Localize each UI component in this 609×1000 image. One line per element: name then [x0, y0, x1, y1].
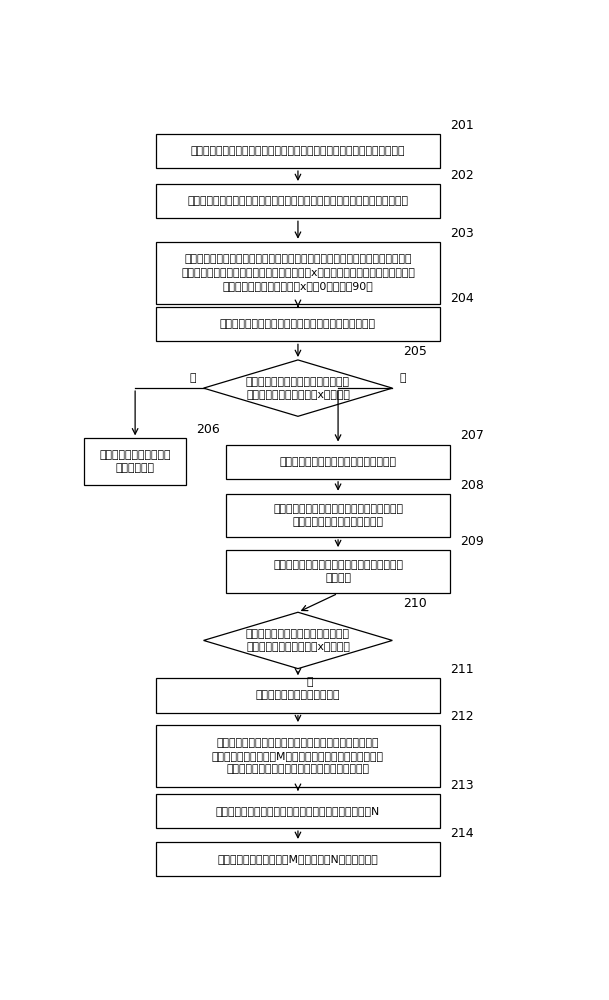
Bar [157, 725, 440, 787]
Polygon shape [203, 612, 392, 669]
Text: 扫地机器人调整位于扫地机器人上的激光测距传感器的激光的发射方向，使激光
的发射方向与地面之间的夹角的值为第一角度x，且使激光与第一距离对应的线段
处于同一平面内: 扫地机器人调整位于扫地机器人上的激光测距传感器的激光的发射方向，使激光 的发射方… [181, 254, 415, 291]
Text: 211: 211 [450, 663, 474, 676]
Bar [157, 678, 440, 713]
Bar [157, 842, 440, 876]
Text: 203: 203 [450, 227, 474, 240]
Text: 扫地机器人确定后退后扫地机器人与障碍物靠
近扫地机器人的一面的第三距离: 扫地机器人确定后退后扫地机器人与障碍物靠 近扫地机器人的一面的第三距离 [273, 504, 403, 527]
Text: 扫地机器人根据水平距离M和水平距离N绘制室内地图: 扫地机器人根据水平距离M和水平距离N绘制室内地图 [217, 854, 378, 864]
Text: 210: 210 [403, 597, 426, 610]
Text: 扫地机器人判断第一距离与第二距离
的比值是否等于第一角度x的余弦值: 扫地机器人判断第一距离与第二距离 的比值是否等于第一角度x的余弦值 [246, 377, 350, 400]
Text: 扫地机器人确定障碍物为墙体: 扫地机器人确定障碍物为墙体 [256, 690, 340, 700]
Text: 扫地机器人确定扫地机器人与目标墙面之间的水平距离N: 扫地机器人确定扫地机器人与目标墙面之间的水平距离N [216, 806, 380, 816]
Text: 扫地机器人采用激光测距传感器进行测距得到
第四距离: 扫地机器人采用激光测距传感器进行测距得到 第四距离 [273, 560, 403, 583]
Text: 否: 否 [190, 373, 197, 383]
Text: 206: 206 [196, 423, 220, 436]
Text: 205: 205 [403, 345, 427, 358]
Text: 209: 209 [460, 535, 484, 548]
Bar [157, 307, 440, 341]
Bar [226, 550, 450, 593]
Polygon shape [203, 360, 392, 416]
Text: 214: 214 [450, 827, 474, 840]
Text: 扫地机器人判断第三距离与第四距离
的比值是否等于第一角度x的余弦值: 扫地机器人判断第三距离与第四距离 的比值是否等于第一角度x的余弦值 [246, 629, 350, 652]
Text: 扫地机器人确定障碍物为
非墙体障碍物: 扫地机器人确定障碍物为 非墙体障碍物 [99, 450, 171, 473]
Bar [226, 494, 450, 537]
Text: 207: 207 [460, 429, 484, 442]
Text: 扫地机器人确定后退后扫地机器人与障碍物靠近扫地机器人的一面的第一距离: 扫地机器人确定后退后扫地机器人与障碍物靠近扫地机器人的一面的第一距离 [188, 196, 409, 206]
Bar [85, 438, 186, 485]
Bar [157, 134, 440, 168]
Bar [226, 444, 450, 479]
Bar [157, 242, 440, 304]
Text: 212: 212 [450, 710, 474, 723]
Bar [157, 794, 440, 828]
Text: 扫地机器人沿远离障碍物的方向继续后退: 扫地机器人沿远离障碍物的方向继续后退 [280, 457, 396, 467]
Text: 208: 208 [460, 479, 484, 492]
Text: 扫地机器人采用激光测距传感器进行测距得到第二距离: 扫地机器人采用激光测距传感器进行测距得到第二距离 [220, 319, 376, 329]
Text: 是: 是 [306, 677, 313, 687]
Text: 202: 202 [450, 169, 474, 182]
Text: 当在室内移动过程中检测到障碍物时，扫地机器人沿远离障碍物的方向后退: 当在室内移动过程中检测到障碍物时，扫地机器人沿远离障碍物的方向后退 [191, 146, 405, 156]
Text: 扫地机器人确定非墙体障碍物靠近扫地机器人的一面与目
标墙面之间的水平距离M，目标墙面为与非墙体障碍物远离
扫地机器人的一侧相对的墙体上，位于室内的一面: 扫地机器人确定非墙体障碍物靠近扫地机器人的一面与目 标墙面之间的水平距离M，目标… [212, 738, 384, 774]
Text: 204: 204 [450, 292, 474, 305]
Bar [157, 184, 440, 218]
Text: 201: 201 [450, 119, 474, 132]
Text: 213: 213 [450, 779, 474, 792]
Text: 是: 是 [400, 373, 406, 383]
